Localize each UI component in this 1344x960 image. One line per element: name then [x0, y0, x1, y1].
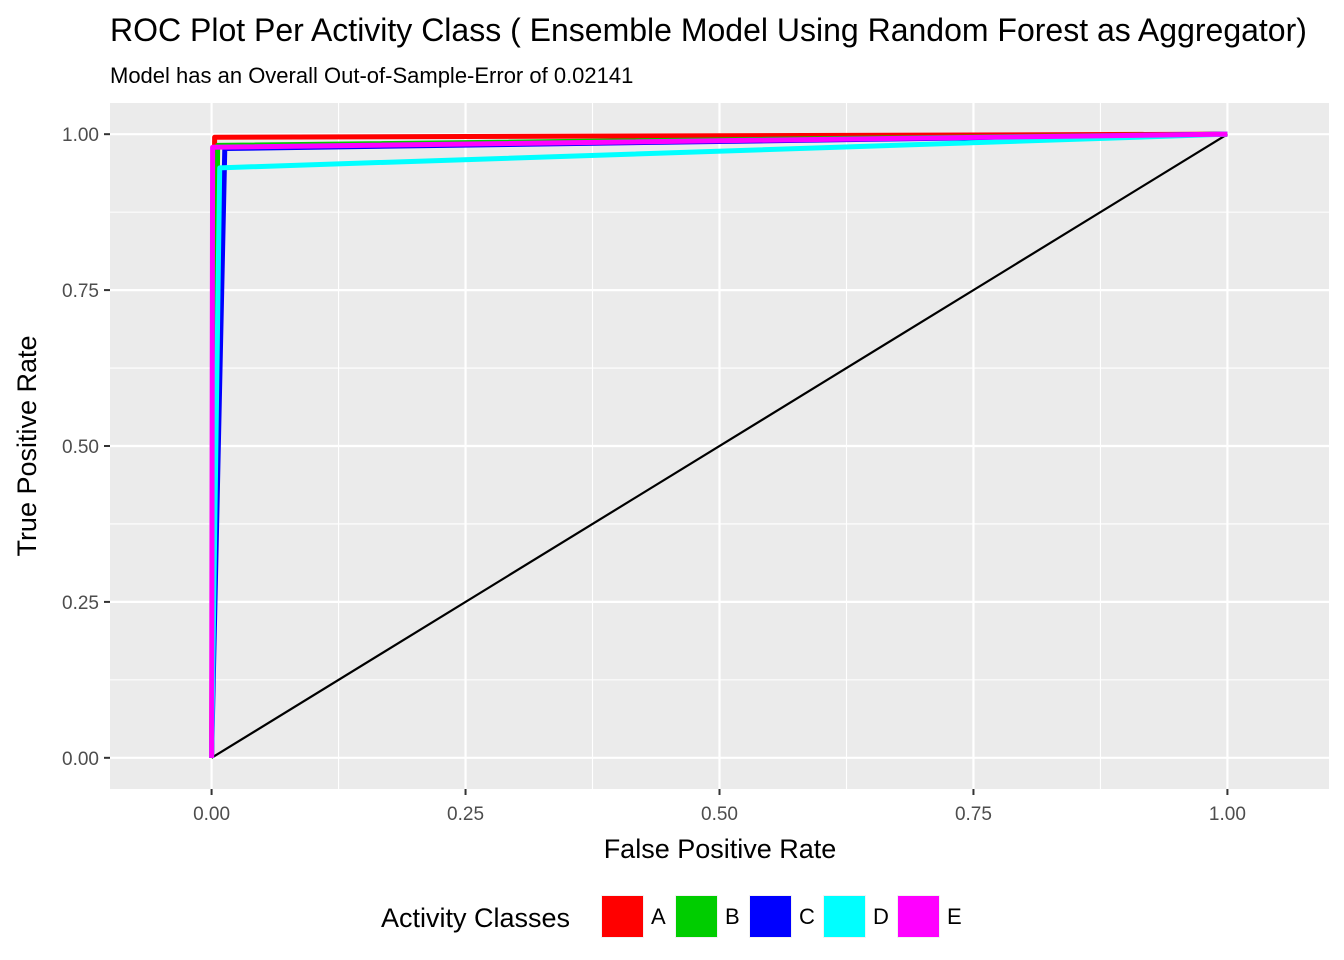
y-tick-label: 0.25: [62, 593, 99, 614]
legend-label-d: D: [873, 904, 889, 929]
legend-swatch-a: [602, 896, 643, 937]
legend-swatch-e: [898, 896, 939, 937]
x-tick-label: 0.25: [447, 804, 484, 825]
legend: Activity Classes A B C D E: [381, 895, 962, 938]
chart-title: ROC Plot Per Activity Class ( Ensemble M…: [110, 12, 1307, 48]
legend-label-b: B: [725, 904, 740, 929]
x-axis-title: False Positive Rate: [604, 834, 837, 864]
legend-label-e: E: [947, 904, 962, 929]
x-tick-label: 0.50: [701, 804, 738, 825]
y-axis: 0.00 0.25 0.50 0.75 1.00: [62, 125, 110, 770]
x-tick-label: 0.75: [955, 804, 992, 825]
legend-label-a: A: [651, 904, 666, 929]
y-tick-label: 1.00: [62, 125, 99, 146]
x-tick-label: 1.00: [1209, 804, 1246, 825]
diagonal-line: [211, 133, 1228, 759]
diagonal-reference-line: [211, 133, 1228, 759]
y-tick-label: 0.50: [62, 437, 99, 458]
y-axis-title: True Positive Rate: [12, 335, 42, 556]
legend-swatch-d: [824, 896, 865, 937]
x-axis: 0.00 0.25 0.50 0.75 1.00: [193, 789, 1246, 825]
legend-swatch-b: [676, 896, 717, 937]
legend-title: Activity Classes: [381, 903, 570, 933]
y-tick-label: 0.00: [62, 749, 99, 770]
chart-subtitle: Model has an Overall Out-of-Sample-Error…: [110, 63, 633, 88]
y-tick-label: 0.75: [62, 281, 99, 302]
legend-label-c: C: [799, 904, 815, 929]
legend-items: A B C D E: [601, 895, 962, 938]
roc-curve-e: [209, 131, 1228, 758]
roc-curves: [209, 131, 1228, 758]
legend-swatch-c: [750, 896, 791, 937]
x-tick-label: 0.00: [193, 804, 230, 825]
